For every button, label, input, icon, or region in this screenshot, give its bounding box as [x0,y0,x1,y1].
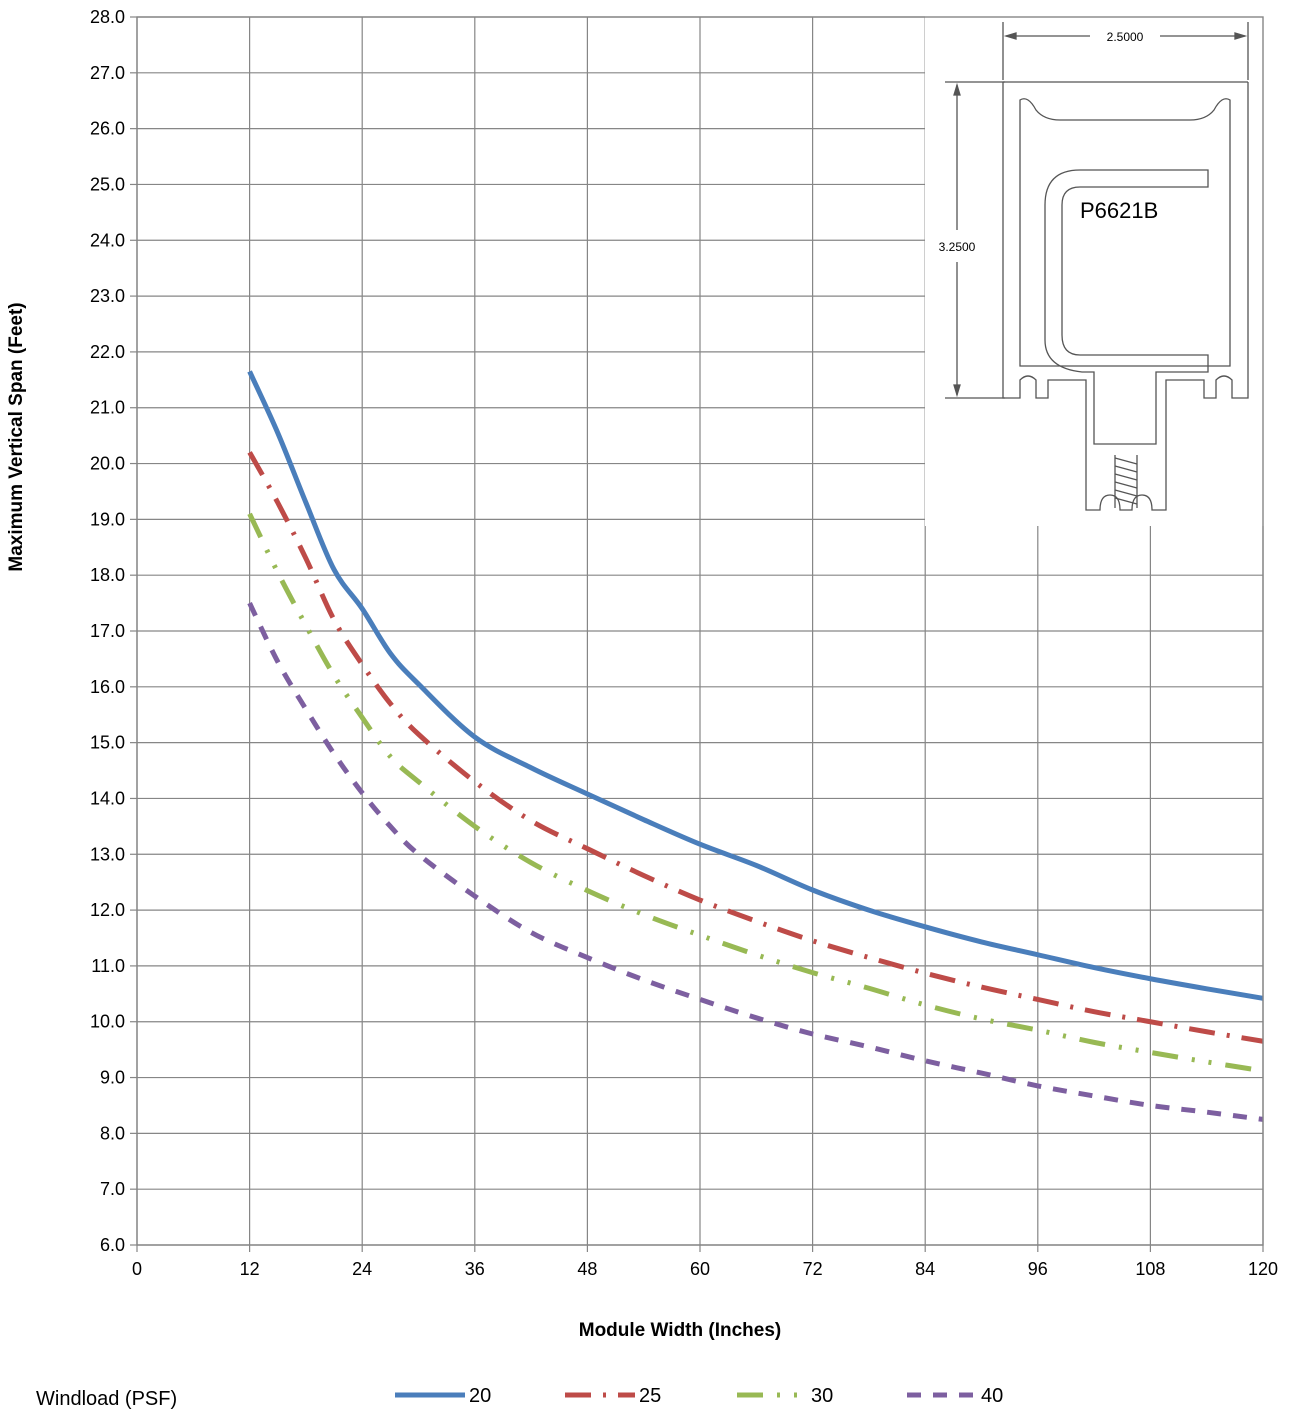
x-tick-label: 96 [1028,1259,1048,1279]
x-tick-label: 60 [690,1259,710,1279]
series-line-20 [247,370,1264,1001]
legend-label-40: 40 [981,1385,1003,1407]
inset-background [925,16,1265,526]
legend: Windload (PSF) 20 25 30 40 [36,1385,1003,1410]
plot-area-border [136,16,1264,1246]
x-axis-title: Module Width (Inches) [579,1320,781,1341]
y-tick-label: 9.0 [100,1068,125,1088]
y-tick-label: 7.0 [100,1179,125,1199]
axes [130,16,1264,1252]
y-tick-label: 16.0 [90,677,125,697]
x-tick-label: 0 [132,1259,142,1279]
y-tick-label: 24.0 [90,230,125,250]
y-tick-label: 19.0 [90,509,125,529]
y-tick-label: 27.0 [90,63,125,83]
y-tick-label: 20.0 [90,454,125,474]
x-tick-label: 24 [352,1259,372,1279]
y-tick-label: 10.0 [90,1012,125,1032]
y-tick-label: 28.0 [90,7,125,27]
y-tick-label: 14.0 [90,788,125,808]
y-tick-label: 25.0 [90,174,125,194]
profile-inset: 2.5000 3.2500 P6621B [925,16,1265,526]
tick-labels: 6.0 7.0 8.0 9.0 10.0 11.0 12.0 13.0 14.0 15.0 16.0… [90,7,1278,1279]
y-axis-title: Maximum Vertical Span (Feet) [6,302,27,571]
y-tick-label: 17.0 [90,621,125,641]
y-tick-label: 8.0 [100,1123,125,1143]
x-tick-label: 48 [577,1259,597,1279]
width-dimension-label: 2.5000 [1107,30,1144,44]
profile-drawing [945,22,1249,511]
legend-label-20: 20 [469,1385,491,1407]
x-tick-label: 120 [1248,1259,1278,1279]
legend-label-25: 25 [639,1385,661,1407]
y-tick-label: 18.0 [90,565,125,585]
legend-title: Windload (PSF) [36,1388,177,1410]
y-tick-label: 23.0 [90,286,125,306]
y-tick-label: 6.0 [100,1235,125,1255]
x-tick-label: 36 [465,1259,485,1279]
series-line-30 [247,512,1264,1074]
series-line-40 [247,602,1264,1122]
legend-label-30: 30 [811,1385,833,1407]
x-tick-label: 108 [1135,1259,1165,1279]
y-tick-label: 13.0 [90,844,125,864]
series-lines [247,370,1264,1122]
y-tick-label: 26.0 [90,119,125,139]
y-tick-label: 22.0 [90,342,125,362]
x-tick-label: 12 [240,1259,260,1279]
y-tick-label: 11.0 [91,956,125,976]
height-dimension-label: 3.2500 [939,240,976,254]
x-tick-label: 72 [803,1259,823,1279]
part-number-label: P6621B [1080,198,1158,223]
y-tick-label: 12.0 [90,900,125,920]
y-tick-label: 15.0 [90,733,125,753]
x-tick-label: 84 [915,1259,935,1279]
y-tick-label: 21.0 [90,398,125,418]
